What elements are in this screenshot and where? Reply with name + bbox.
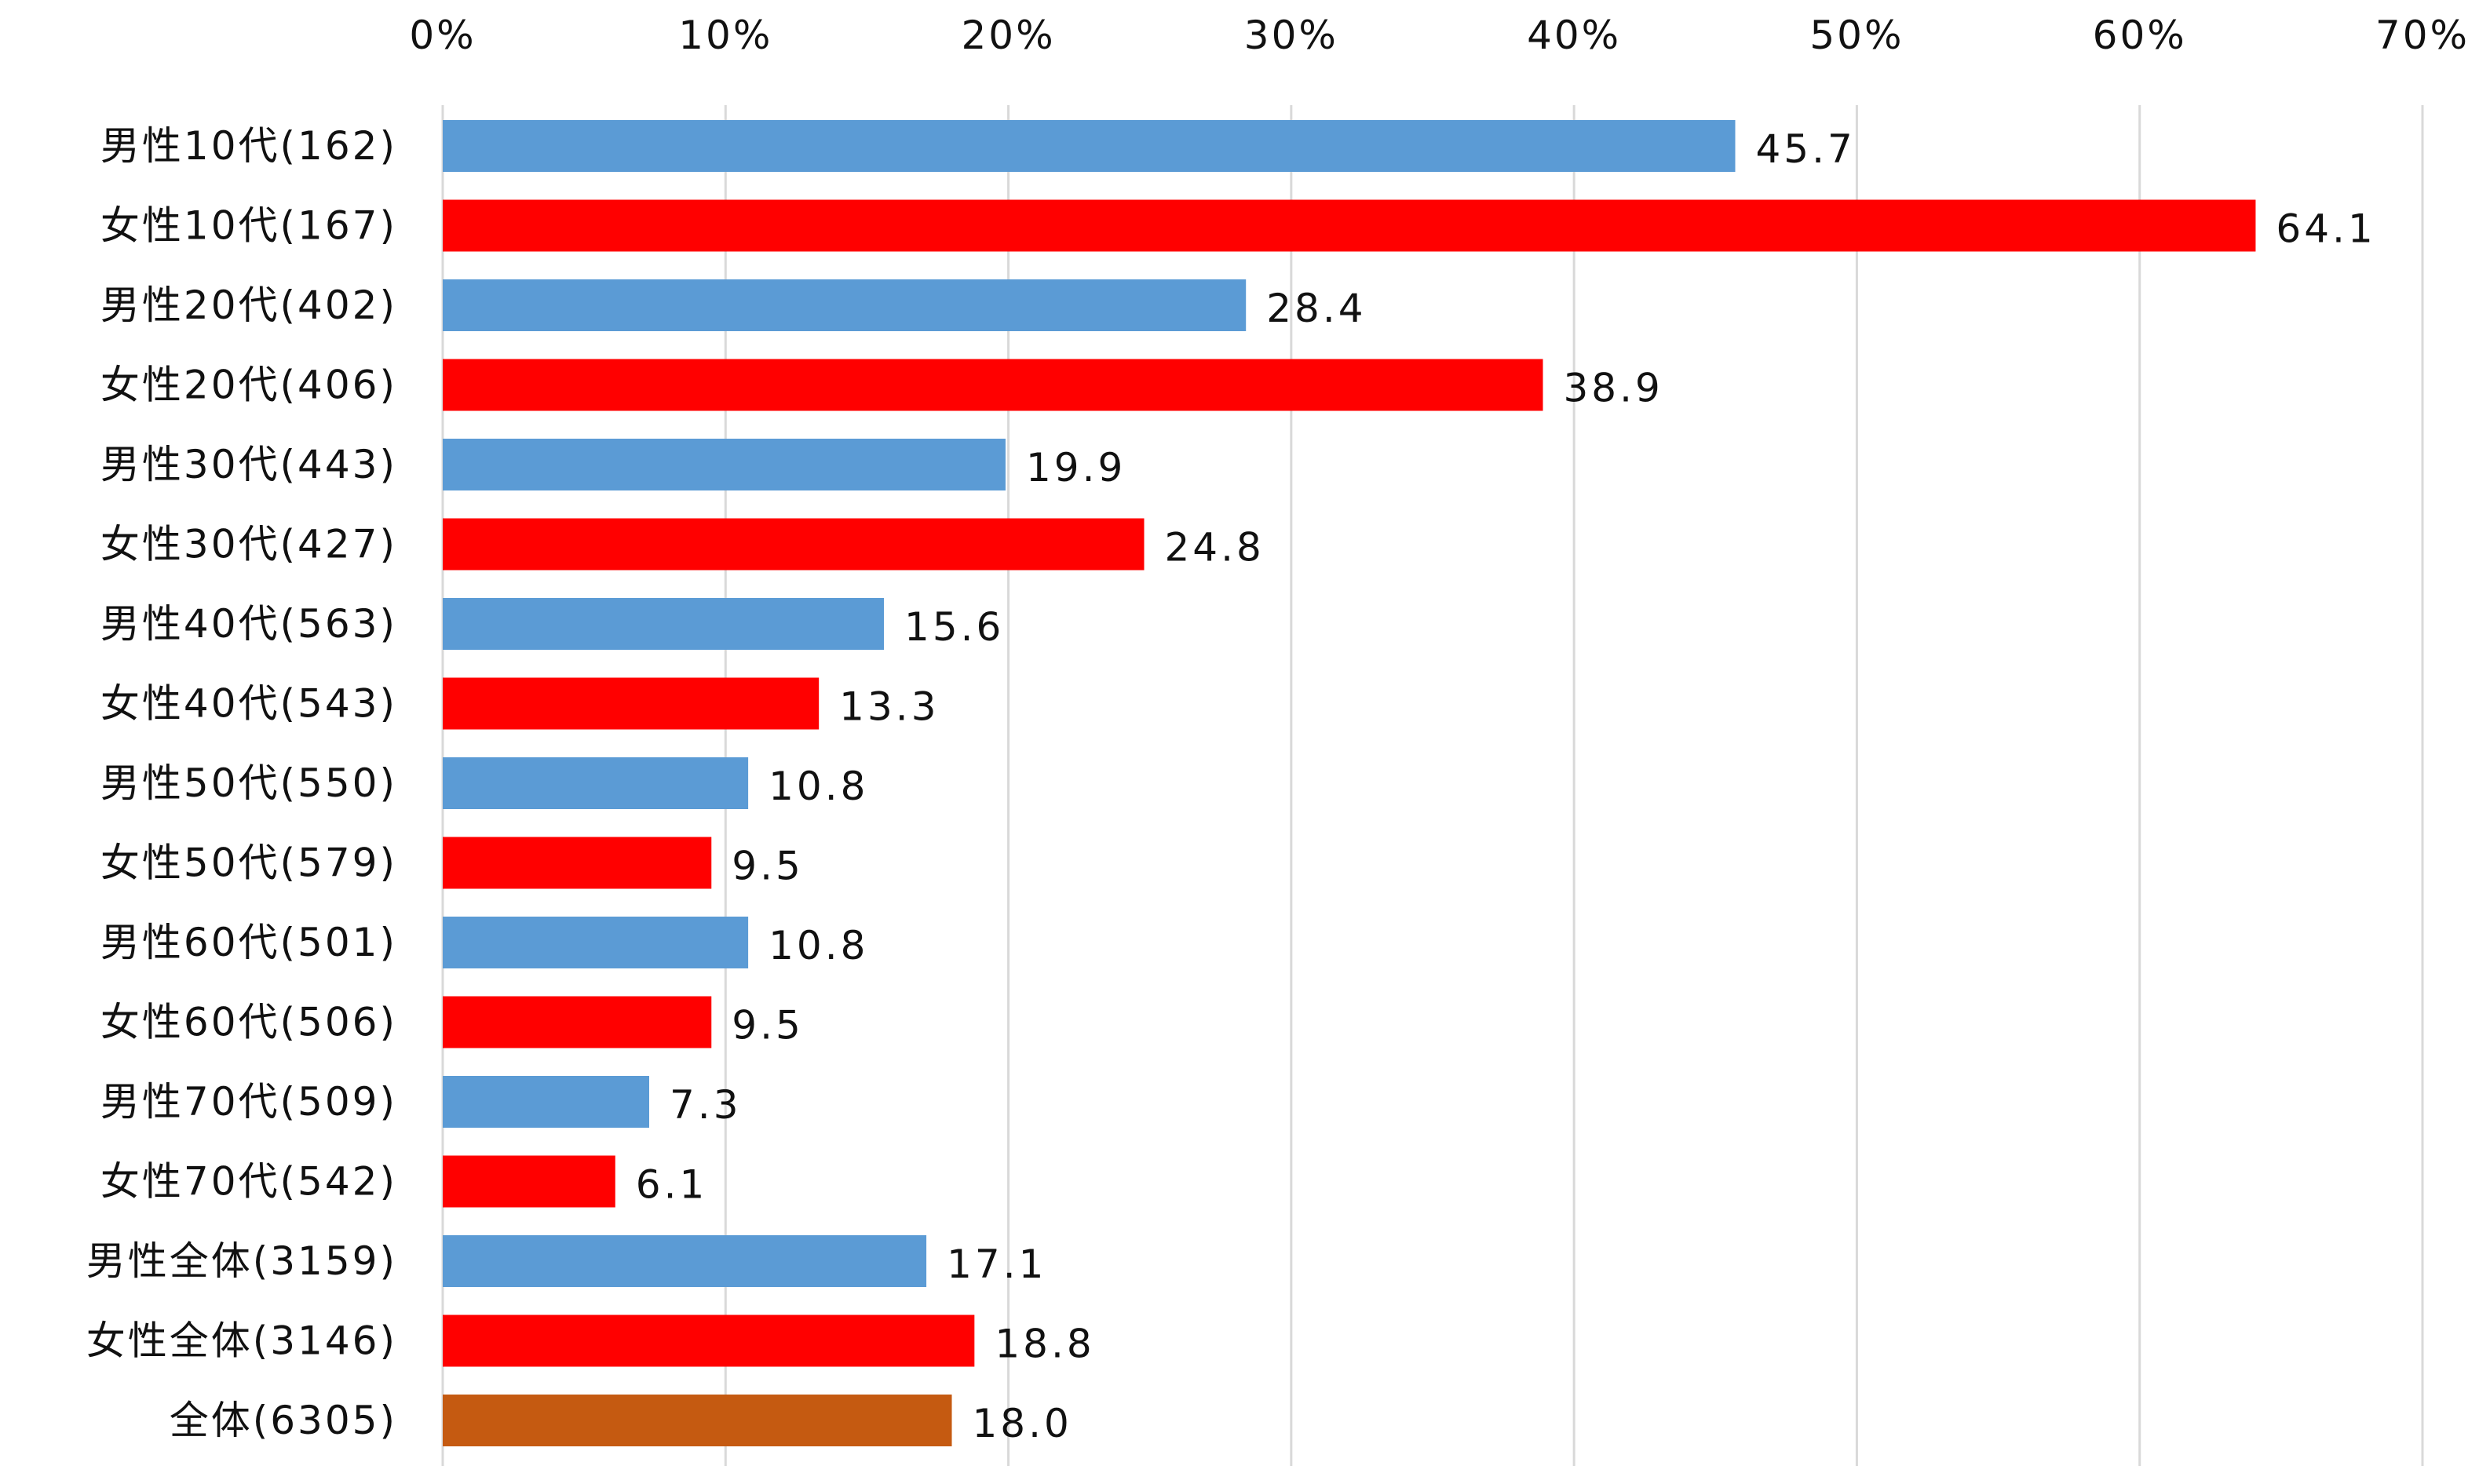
category-label: 女性50代(579) [100, 840, 397, 886]
bar [443, 757, 749, 809]
gridlines [441, 105, 2424, 1466]
category-label: 男性40代(563) [100, 601, 397, 647]
x-tick-label: 10% [678, 13, 772, 58]
x-tick-label: 40% [1527, 13, 1621, 58]
bar [443, 677, 820, 730]
bar [443, 837, 712, 889]
category-label: 男性60代(501) [100, 920, 397, 965]
bar [443, 439, 1006, 490]
bar [443, 917, 749, 968]
category-labels: 男性10代(162) 女性10代(167) 男性20代(402) 女性20代(406)… [86, 123, 397, 1443]
x-tick-label: 50% [1809, 13, 1904, 58]
value-label: 9.5 [732, 844, 804, 889]
category-label: 女性30代(427) [100, 522, 397, 567]
category-label: 女性60代(506) [100, 1000, 397, 1045]
x-tick-label: 30% [1244, 13, 1338, 58]
bar [443, 199, 2256, 252]
value-label: 10.8 [769, 764, 868, 809]
value-label: 45.7 [1756, 126, 1856, 172]
bars [443, 120, 2256, 1446]
bar [443, 120, 1736, 172]
value-label: 7.3 [670, 1082, 742, 1128]
bar [443, 1155, 615, 1208]
category-label: 男性30代(443) [100, 442, 397, 487]
bar [443, 1235, 927, 1287]
value-label: 28.4 [1266, 286, 1366, 331]
x-tick-label: 70% [2375, 13, 2470, 58]
category-label: 男性70代(509) [100, 1079, 397, 1125]
category-label: 女性70代(542) [100, 1159, 397, 1205]
bar [443, 518, 1145, 571]
value-label: 19.9 [1026, 445, 1126, 490]
value-labels: 45.7 64.1 28.4 38.9 19.9 24.8 15.6 13.3 10.8 9.5 1… [636, 126, 2375, 1446]
value-label: 6.1 [636, 1162, 708, 1208]
category-label: 女性40代(543) [100, 681, 397, 727]
category-label: 女性10代(167) [100, 203, 397, 249]
bar [443, 1076, 650, 1128]
category-label: 女性20代(406) [100, 363, 397, 408]
x-tick-label: 0% [409, 13, 476, 58]
bar [443, 996, 712, 1048]
category-label: 男性20代(402) [100, 283, 397, 328]
category-label: 全体(6305) [170, 1398, 397, 1443]
category-label: 男性50代(550) [100, 760, 397, 806]
bar [443, 279, 1247, 331]
value-label: 64.1 [2276, 206, 2375, 252]
value-label: 9.5 [732, 1003, 804, 1048]
bar [443, 598, 885, 650]
bar [443, 1314, 975, 1367]
value-label: 18.8 [995, 1322, 1094, 1367]
category-label: 男性10代(162) [100, 123, 397, 169]
x-axis-tick-labels: 0% 10% 20% 30% 40% 50% 60% 70% [409, 13, 2470, 58]
value-label: 15.6 [904, 604, 1004, 650]
category-label: 女性全体(3146) [86, 1318, 397, 1364]
value-label: 10.8 [769, 923, 868, 968]
bar [443, 359, 1543, 411]
value-label: 38.9 [1564, 366, 1663, 411]
category-label: 男性全体(3159) [86, 1238, 397, 1284]
value-label: 18.0 [973, 1401, 1072, 1446]
bar [443, 1395, 952, 1446]
value-label: 24.8 [1165, 525, 1265, 571]
value-label: 17.1 [947, 1242, 1046, 1287]
value-label: 13.3 [839, 684, 939, 730]
x-tick-label: 60% [2093, 13, 2187, 58]
x-tick-label: 20% [962, 13, 1056, 58]
